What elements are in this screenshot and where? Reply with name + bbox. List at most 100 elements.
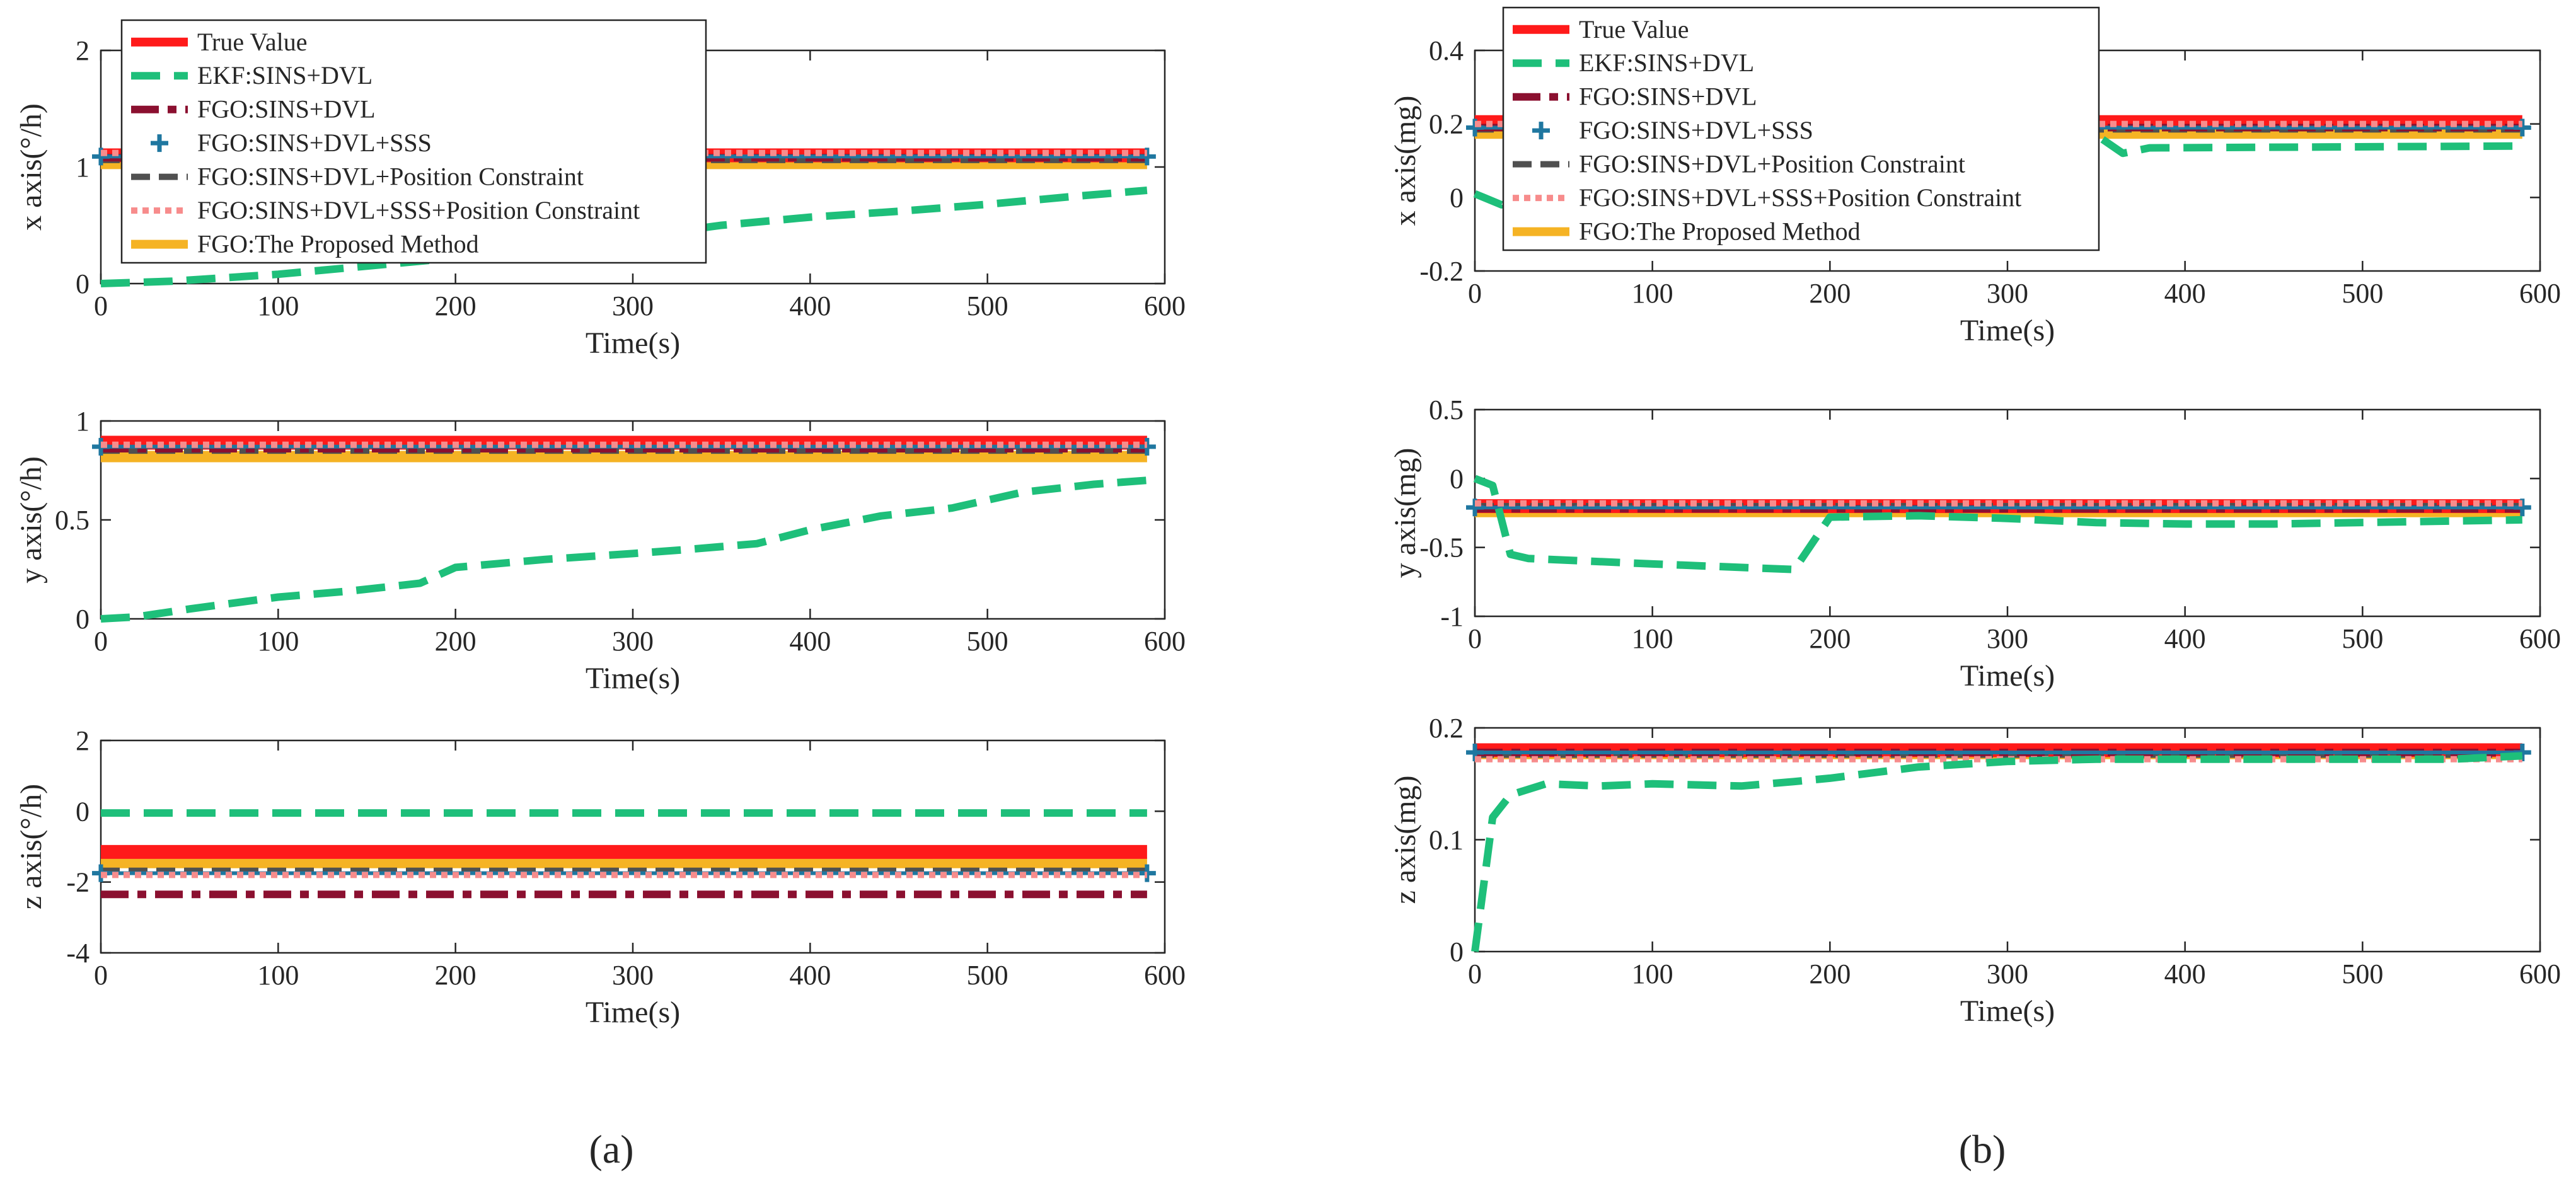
legend: True Value EKF:SINS+DVL FGO:SINS+DVL FGO:SI…: [120, 19, 707, 264]
x-tick-label: 100: [257, 291, 299, 321]
y-axis-label: z axis(°/h): [14, 784, 48, 909]
legend-marker: [151, 134, 168, 153]
y-tick-label: -4: [66, 938, 90, 969]
legend-label: FGO:The Proposed Method: [197, 230, 479, 258]
x-tick-label: 200: [435, 960, 477, 991]
y-tick-label: 0: [1450, 182, 1464, 213]
legend-box: [1502, 6, 2100, 251]
x-tick-label: 0: [1468, 623, 1482, 654]
x-tick-label: 400: [2164, 623, 2206, 654]
x-tick-label: 500: [2342, 278, 2383, 309]
y-tick-label: -1: [1440, 601, 1464, 632]
legend-label: FGO:SINS+DVL+SSS+Position Constraint: [1579, 183, 2021, 212]
y-tick-label: 0: [76, 796, 90, 827]
y-tick-label: -2: [66, 867, 90, 898]
x-tick-label: 200: [1809, 278, 1851, 309]
y-axis-label: y axis(mg): [1389, 448, 1422, 579]
x-tick-label: 600: [2519, 959, 2561, 989]
y-axis-label: y axis(°/h): [14, 456, 48, 584]
y-tick-label: 0.2: [1429, 109, 1464, 140]
chart-panel-3: 0 100 200 300 400 500 600 -4 -2 0 2 Time(s) z axis(°…: [14, 725, 1186, 1029]
x-tick-label: 400: [789, 291, 831, 321]
series-line-2: [100, 476, 1148, 623]
x-axis-label: Time(s): [586, 996, 680, 1029]
y-tick-label: -0.5: [1419, 533, 1464, 563]
y-tick-label: 0.4: [1429, 35, 1464, 66]
x-tick-label: 600: [1144, 960, 1186, 991]
legend-label: FGO:SINS+DVL+Position Constraint: [197, 163, 584, 191]
legend-label: FGO:SINS+DVL+SSS: [197, 129, 432, 157]
legend-label: True Value: [197, 28, 307, 56]
legend-label: FGO:SINS+DVL: [197, 95, 376, 124]
y-tick-label: 0: [1450, 463, 1464, 494]
x-tick-label: 200: [1809, 623, 1851, 654]
y-axis-label: z axis(mg): [1389, 776, 1422, 904]
x-tick-label: 200: [435, 291, 477, 321]
y-tick-label: 0: [1450, 936, 1464, 967]
x-tick-label: 200: [1809, 959, 1851, 989]
x-tick-label: 500: [2342, 959, 2383, 989]
legend-label: True Value: [1579, 15, 1689, 43]
legend-label: FGO:SINS+DVL: [1579, 83, 1757, 111]
y-tick-label: 0: [76, 268, 90, 299]
y-tick-label: 1: [76, 152, 90, 183]
x-tick-label: 300: [612, 626, 654, 657]
series-line-2: [1471, 752, 2523, 952]
y-tick-label: 2: [76, 725, 90, 756]
x-tick-label: 300: [612, 291, 654, 321]
legend: True Value EKF:SINS+DVL FGO:SINS+DVL FGO:SI…: [1502, 6, 2100, 251]
legend-label: FGO:SINS+DVL+Position Constraint: [1579, 150, 1965, 178]
x-tick-label: 600: [1144, 291, 1186, 321]
chart-panel-2: 0 100 200 300 400 500 600 0 0.5 1 Time(s) y axis(°/…: [14, 406, 1186, 695]
x-tick-label: 100: [1632, 623, 1673, 654]
x-tick-label: 400: [789, 626, 831, 657]
y-axis-label: x axis(mg): [1389, 96, 1422, 226]
y-tick-label: 0.1: [1429, 825, 1464, 856]
x-tick-label: 0: [1468, 278, 1482, 309]
x-axis-label: Time(s): [1960, 314, 2055, 347]
x-tick-label: 300: [612, 960, 654, 991]
y-tick-label: 1: [76, 406, 90, 437]
x-tick-label: 600: [2519, 278, 2561, 309]
x-tick-label: 500: [2342, 623, 2383, 654]
x-axis-label: Time(s): [1960, 659, 2055, 693]
y-tick-label: 0.5: [1429, 394, 1464, 425]
x-tick-label: 600: [2519, 623, 2561, 654]
series-line-2: [1473, 475, 2522, 573]
x-tick-label: 500: [967, 626, 1008, 657]
x-tick-label: 600: [1144, 626, 1186, 657]
x-tick-label: 0: [94, 960, 108, 991]
x-tick-label: 300: [1987, 959, 2028, 989]
x-tick-label: 400: [789, 960, 831, 991]
chart-panel-6: 0 100 200 300 400 500 600 0 0.1 0.2 Time(s) z axis(…: [1389, 713, 2561, 1028]
series-marker: [2513, 498, 2531, 517]
series-marker: [2513, 118, 2531, 137]
x-tick-label: 500: [967, 960, 1008, 991]
legend-label: FGO:SINS+DVL+SSS: [1579, 116, 1813, 144]
x-tick-label: 100: [257, 626, 299, 657]
x-tick-label: 0: [1468, 959, 1482, 989]
y-axis-label: x axis(°/h): [14, 103, 48, 231]
x-tick-label: 400: [2164, 959, 2206, 989]
legend-label: EKF:SINS+DVL: [1579, 49, 1754, 77]
x-tick-label: 0: [94, 291, 108, 321]
x-axis-label: Time(s): [586, 662, 680, 695]
figure-label: (b): [1959, 1127, 2006, 1172]
x-tick-label: 400: [2164, 278, 2206, 309]
y-tick-label: 0: [76, 604, 90, 635]
x-tick-label: 300: [1987, 623, 2028, 654]
x-tick-label: 500: [967, 291, 1008, 321]
y-tick-label: 0.2: [1429, 713, 1464, 744]
legend-box: [120, 19, 707, 264]
y-tick-label: 2: [76, 35, 90, 66]
x-tick-label: 0: [94, 626, 108, 657]
x-tick-label: 300: [1987, 278, 2028, 309]
legend-label: FGO:SINS+DVL+SSS+Position Constraint: [197, 196, 640, 224]
x-tick-label: 100: [1632, 959, 1673, 989]
y-tick-label: -0.2: [1419, 256, 1464, 287]
x-tick-label: 200: [435, 626, 477, 657]
chart-panel-5: 0 100 200 300 400 500 600 -1 -0.5 0 0.5 Time(s) y ax…: [1389, 394, 2561, 693]
legend-marker: [1532, 122, 1550, 140]
